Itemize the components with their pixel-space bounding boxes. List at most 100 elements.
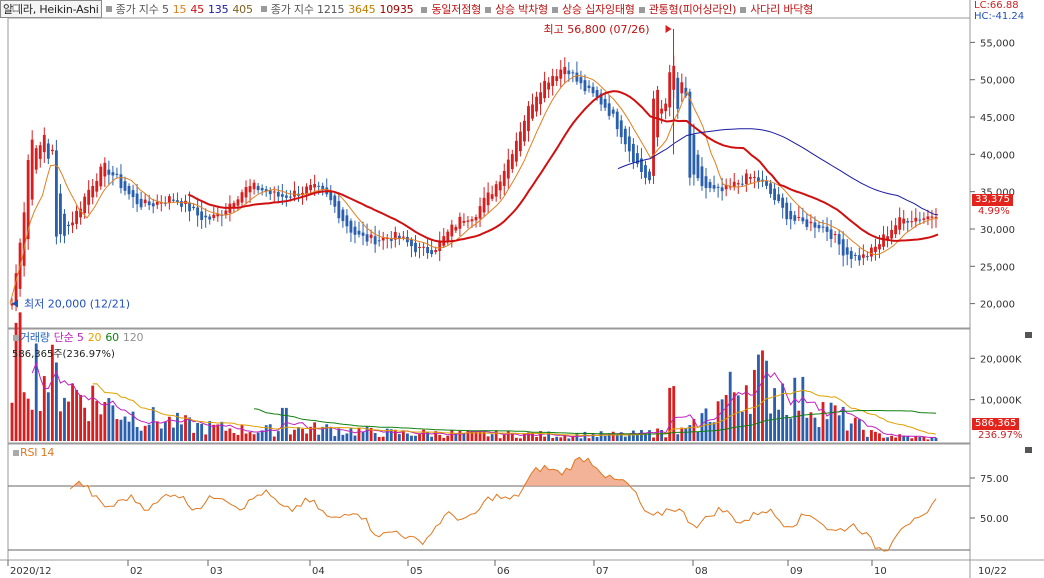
ma-periods-item: 45 [190,2,204,16]
candle-body [656,89,659,138]
legend-chip[interactable] [260,6,267,12]
candle-body [898,217,902,230]
candle-body [123,181,127,191]
candle-body [63,213,66,236]
candle-body [870,247,873,257]
time-tick-label: 02 [130,566,143,577]
volume-bar [551,437,555,441]
volume-bar [793,377,797,441]
candle-body [268,190,272,195]
candle-body [401,236,405,238]
volume-bar [75,389,78,441]
volume-bar [345,433,349,441]
volume-bar [555,436,559,441]
candle-body [753,176,756,178]
candle-body [700,166,704,187]
candle-body [151,203,155,207]
candle-body [825,226,829,232]
candle-body [930,216,934,218]
volume-bar [252,434,256,441]
pattern-label: 상승 박차형 [495,3,548,16]
candle-body [462,220,466,223]
pattern-chip[interactable] [551,7,558,13]
volume-bar [30,409,34,441]
candle-body [813,222,817,228]
panel-toggle-icon[interactable] [12,4,20,12]
volume-bar [309,426,313,441]
pattern-chip[interactable] [421,7,428,13]
candle-body [547,82,551,90]
volume-bar [401,430,405,441]
volume-close-icon[interactable] [1025,332,1032,338]
rsi-close-icon[interactable] [1025,447,1032,453]
volume-bar [167,416,171,441]
volume-tick-label: 10,000K [980,396,1022,407]
candle-body [212,214,216,219]
volume-bar [595,436,599,441]
rsi-toggle-icon[interactable] [13,450,19,456]
volume-bar [135,427,139,441]
ma2-periods-item: 10935 [379,2,414,16]
volume-bar [761,350,764,441]
volume-bar [894,437,898,441]
time-tick-label: 2020/12 [10,566,52,577]
volume-bar [523,433,526,441]
volume-bar [575,433,579,441]
volume-bar [700,413,704,441]
candle-body [531,104,534,119]
candle-body [886,236,889,241]
candle-body [430,250,434,255]
candle-body [280,194,284,197]
candle-body [486,192,490,206]
volume-bar [583,431,587,441]
candle-body [728,186,732,188]
candle-body [736,183,740,185]
ma15-line [9,75,938,304]
volume-bar [474,430,478,441]
candle-body [305,186,308,194]
legend-chip[interactable] [105,6,112,12]
volume-bar [212,424,216,441]
candle-body [853,254,857,256]
volume-bar [83,407,87,441]
volume-bar [260,430,264,441]
rsi-line [69,456,937,552]
candle-body [595,90,599,98]
volume-bar [631,430,635,441]
pattern-chip[interactable] [485,7,492,13]
volume-bar [410,435,413,441]
candle-body [317,185,321,187]
volume-bar [18,312,22,441]
time-tick-label: 09 [790,566,803,577]
ma-periods-item: 135 [207,2,229,16]
volume-bar [728,371,732,441]
candle-body [680,82,684,94]
candle-body [631,143,635,163]
candle-body [676,77,680,109]
candle-body [87,189,91,205]
volume-bar [627,434,631,441]
volume-bar [886,437,889,441]
rsi-title: RSI 14 [20,445,55,459]
candle-body [426,247,430,254]
volume-bar [821,402,825,441]
candle-body [623,128,627,145]
volume-bar [623,436,627,441]
pattern-chip[interactable] [638,7,645,13]
volume-bar [63,397,66,441]
candle-body [329,190,333,201]
time-tick-label: 10/22 [978,566,1007,577]
volume-toggle-icon[interactable] [13,335,19,341]
volume-bar [95,401,99,441]
volume-bar [801,376,805,441]
pattern-chip[interactable] [740,7,747,13]
volume-bar [724,394,728,441]
candle-body [422,246,425,248]
candle-body [30,139,34,200]
volume-bar [543,436,547,441]
volume-bar [712,422,716,441]
candle-body [410,239,413,247]
volume-bar [559,437,563,441]
symbol-label[interactable]: 알체라, Heikin-Ashi [0,0,102,18]
